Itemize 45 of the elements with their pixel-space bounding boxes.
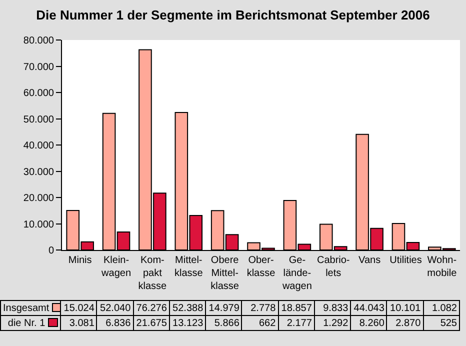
legend-label: die Nr. 1 [0, 316, 61, 330]
y-tick-label: 20.000 [23, 193, 54, 204]
data-label: 6.836 [96, 316, 134, 330]
y-tick-label: 30.000 [23, 166, 54, 178]
data-label: 52.388 [169, 300, 206, 316]
data-label: 2.778 [242, 300, 278, 316]
data-label: 525 [423, 316, 460, 330]
data-label: 76.276 [133, 300, 170, 316]
data-label: 662 [242, 316, 278, 330]
y-tick-label: 80.000 [23, 36, 54, 46]
x-tick-label: Cabrio- lets [316, 255, 350, 279]
x-tick-label: Kom- pakt klasse [138, 255, 168, 292]
data-label: 15.024 [60, 300, 97, 316]
data-label: 21.675 [133, 316, 170, 330]
y-tick-label: 0 [48, 246, 54, 256]
x-tick-label: Klein- wagen [100, 255, 132, 279]
data-label: 10.101 [386, 300, 424, 316]
data-label: 14.979 [206, 300, 242, 316]
x-tick-label: Utilities [390, 255, 422, 266]
y-tick-label: 50.000 [23, 114, 54, 126]
y-tick-label: 60.000 [23, 88, 54, 99]
legend-label: Insgesamt [0, 300, 61, 316]
x-tick-label: Vans [358, 255, 381, 266]
x-tick-label: Mittel- klasse [174, 255, 204, 279]
data-label: 9.833 [314, 300, 351, 316]
data-label: 8.260 [350, 316, 387, 330]
x-tick-label: Minis [68, 255, 92, 266]
x-tick-label: Wohn- mobile [427, 255, 458, 279]
data-label: 5.866 [206, 316, 242, 330]
x-tick-label: Ober- klasse [246, 255, 276, 279]
x-tick-label: Obere Mittel- klasse [210, 255, 240, 292]
y-tick-label: 70.000 [23, 62, 54, 73]
data-label: 1.292 [314, 316, 351, 330]
data-label: 2.870 [386, 316, 424, 330]
y-tick-label: 40.000 [23, 140, 54, 152]
chart-title: Die Nummer 1 der Segmente im Berichtsmonat September 2006 [36, 8, 430, 23]
data-label: 18.857 [278, 300, 314, 316]
x-tick-label: Ge- lände- wagen [281, 255, 312, 292]
y-tick-label: 10.000 [23, 219, 54, 230]
data-label: 3.081 [60, 316, 97, 330]
data-label: 1.082 [423, 300, 460, 316]
data-label: 44.043 [350, 300, 387, 316]
data-label: 52.040 [96, 300, 134, 316]
data-label: 2.177 [278, 316, 314, 330]
data-label: 13.123 [169, 316, 206, 330]
